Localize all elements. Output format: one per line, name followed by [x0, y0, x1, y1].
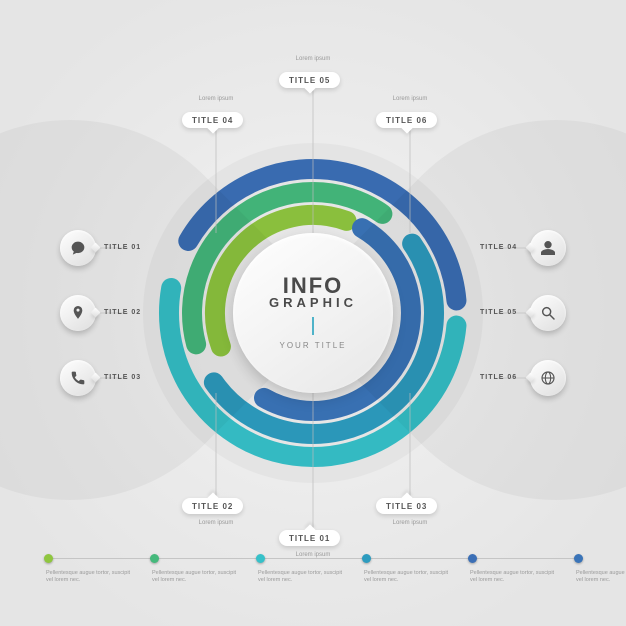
side-label-right-0: TITLE 04 [480, 244, 517, 251]
phone-icon[interactable] [60, 360, 96, 396]
timeline-text-2: Pellentesque augue tortor, suscipit vel … [258, 570, 344, 585]
user-icon[interactable] [530, 230, 566, 266]
callout-pill-top-2: TITLE 06 [376, 112, 437, 128]
timeline-text-5: Pellentesque augue tortor, suscipit vel … [576, 570, 626, 585]
timeline-dot-2 [256, 554, 265, 563]
timeline: Pellentesque augue tortor, suscipit vel … [48, 554, 578, 614]
callout-pill-bottom-2: TITLE 03 [376, 498, 437, 514]
timeline-dot-4 [468, 554, 477, 563]
timeline-dot-1 [150, 554, 159, 563]
callout-desc-bottom-2: Lorem ipsum [370, 520, 450, 528]
timeline-text-0: Pellentesque augue tortor, suscipit vel … [46, 570, 132, 585]
timeline-text-1: Pellentesque augue tortor, suscipit vel … [152, 570, 238, 585]
chat-icon[interactable] [60, 230, 96, 266]
callout-pill-top-1: TITLE 05 [279, 72, 340, 88]
side-label-right-1: TITLE 05 [480, 309, 517, 316]
timeline-dot-5 [574, 554, 583, 563]
center-title-line1: INFO [283, 276, 344, 296]
search-icon[interactable] [530, 295, 566, 331]
timeline-dot-0 [44, 554, 53, 563]
timeline-dot-3 [362, 554, 371, 563]
callout-pill-top-0: TITLE 04 [182, 112, 243, 128]
timeline-text-4: Pellentesque augue tortor, suscipit vel … [470, 570, 556, 585]
callout-desc-top-1: Lorem ipsum [273, 56, 353, 64]
center-accent-bar [312, 317, 314, 335]
center-title-line2: GRAPHIC [269, 296, 357, 309]
center-disc: INFO GRAPHIC YOUR TITLE [233, 233, 393, 393]
callout-pill-bottom-0: TITLE 02 [182, 498, 243, 514]
callout-desc-top-2: Lorem ipsum [370, 96, 450, 104]
callout-desc-bottom-0: Lorem ipsum [176, 520, 256, 528]
globe-icon[interactable] [530, 360, 566, 396]
side-label-left-2: TITLE 03 [104, 374, 141, 381]
side-label-right-2: TITLE 06 [480, 374, 517, 381]
timeline-text-3: Pellentesque augue tortor, suscipit vel … [364, 570, 450, 585]
side-label-left-0: TITLE 01 [104, 244, 141, 251]
side-label-left-1: TITLE 02 [104, 309, 141, 316]
callout-pill-bottom-1: TITLE 01 [279, 530, 340, 546]
pin-icon[interactable] [60, 295, 96, 331]
callout-desc-top-0: Lorem ipsum [176, 96, 256, 104]
center-subtitle: YOUR TITLE [280, 341, 347, 350]
timeline-track [48, 558, 578, 559]
